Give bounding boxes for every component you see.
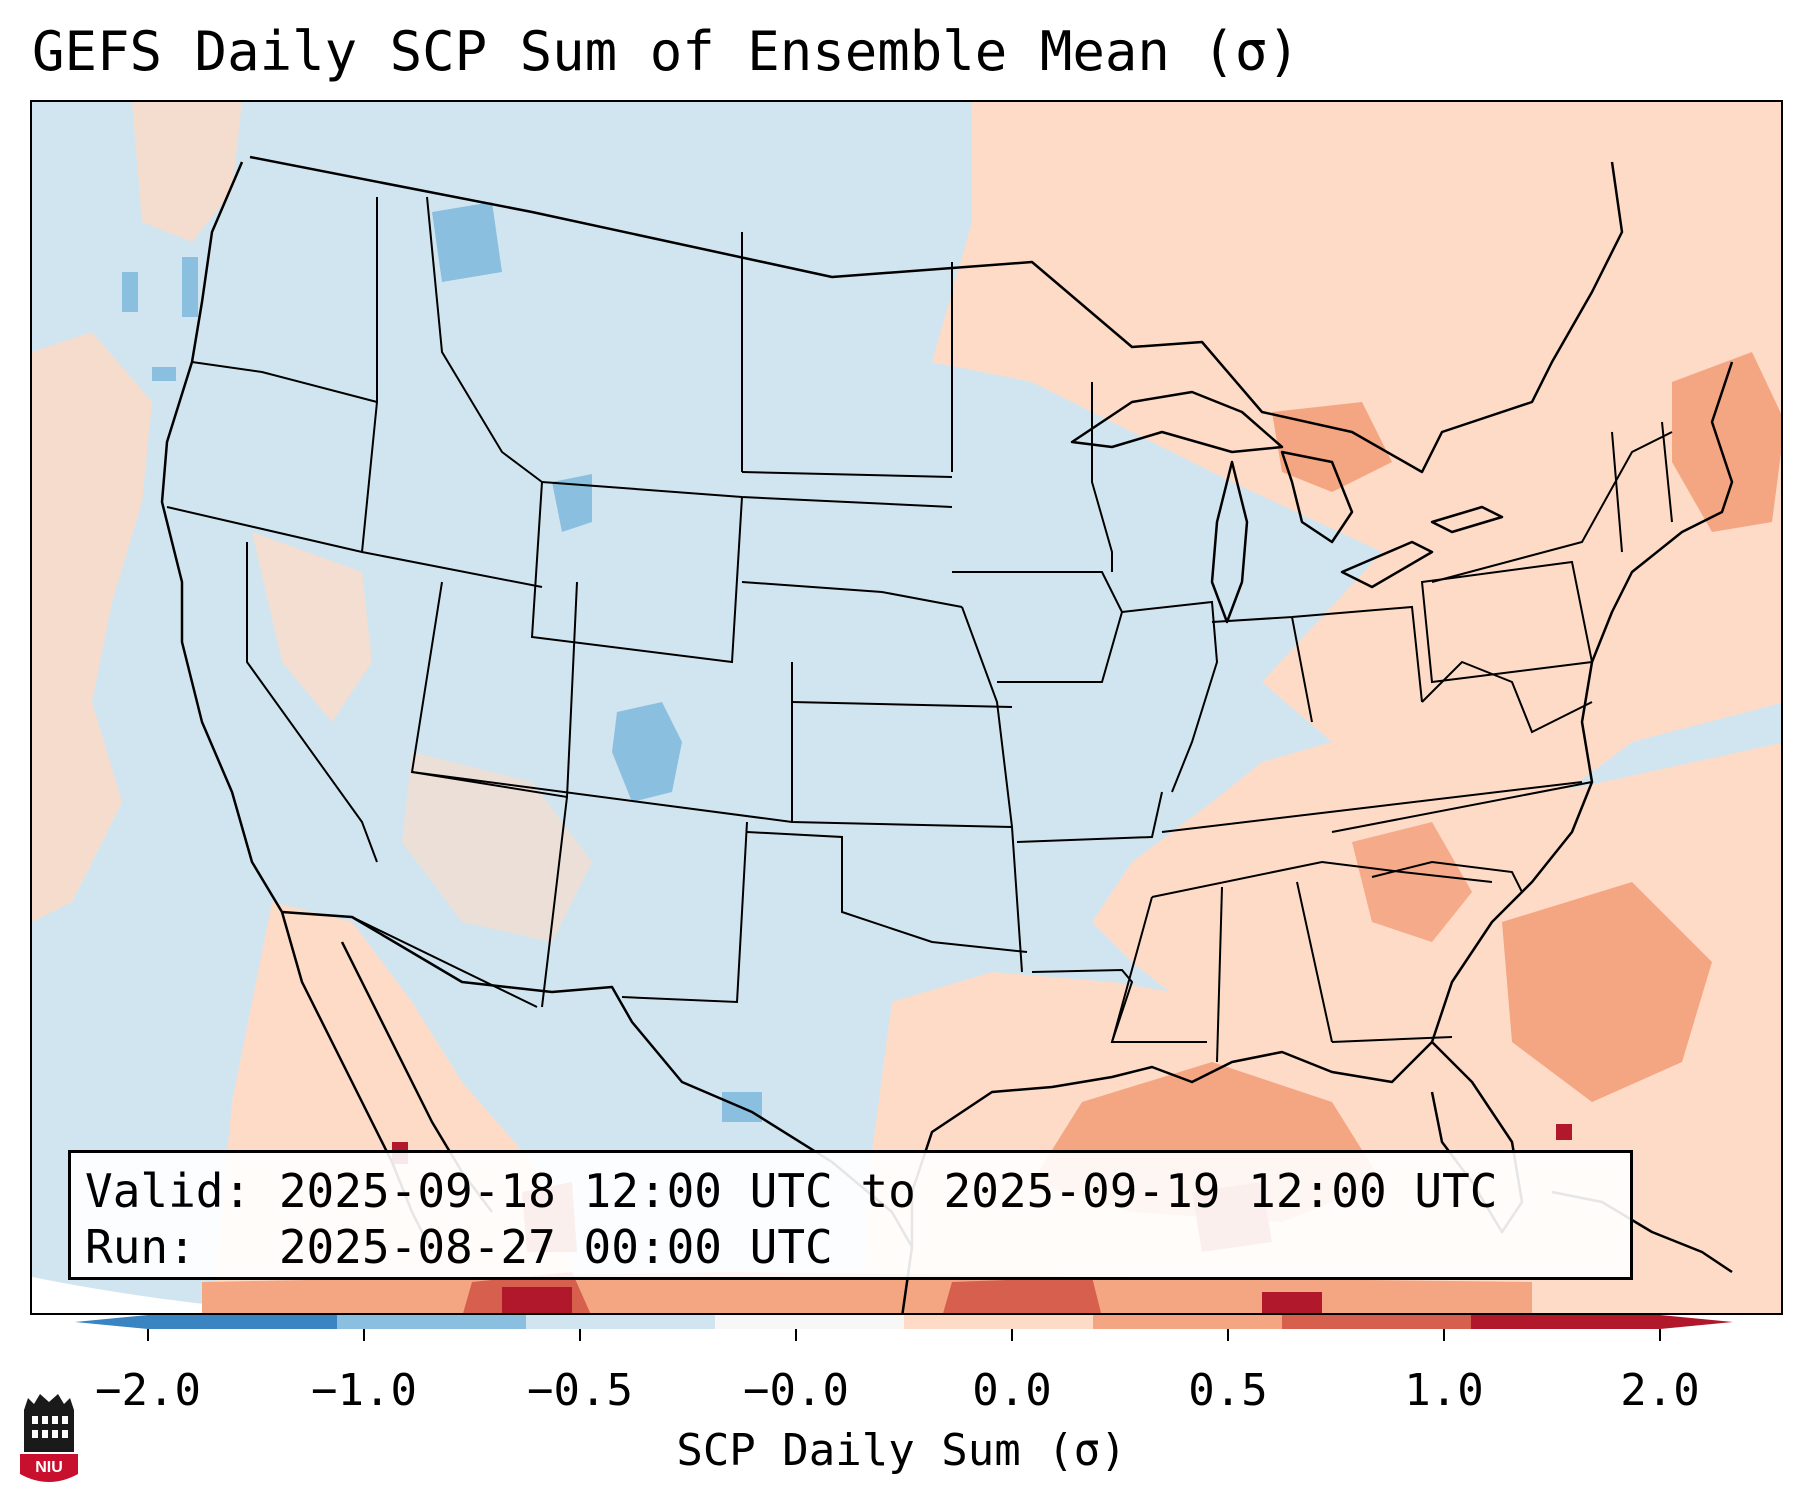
- validity-info-box: Valid: 2025-09-18 12:00 UTC to 2025-09-1…: [68, 1150, 1633, 1280]
- anomaly-nw-coast: [132, 102, 242, 242]
- state-line-sc-nc: [1371, 860, 1523, 893]
- state-line-wy: [530, 481, 743, 664]
- state-line-ks-ok: [746, 701, 1028, 953]
- west-coast: [160, 161, 284, 913]
- state-line-ks-mo: [961, 606, 1023, 973]
- colorbar-segment: [904, 1315, 1094, 1329]
- state-lines-layer: [166, 196, 1673, 1063]
- state-line-ca-nv: [246, 542, 378, 863]
- colorbar-segment: [337, 1315, 527, 1329]
- anomaly-darkred-3: [1262, 1292, 1322, 1313]
- anomaly-new-england: [1672, 352, 1781, 532]
- colorbar-tick-label: 0.5: [1188, 1365, 1268, 1416]
- anomaly-shading: [32, 102, 1781, 1313]
- state-line-mn-wi: [1091, 382, 1113, 572]
- anomaly-darkred-4: [502, 1287, 572, 1313]
- state-line-nd-sd: [741, 471, 953, 478]
- state-line-id-west: [361, 197, 378, 553]
- anomaly-nevada: [252, 532, 372, 722]
- colorbar-tick-label: −2.0: [95, 1365, 201, 1416]
- colorbar-tick-label: 0.0: [972, 1365, 1052, 1416]
- colorbar-tick-label: 1.0: [1404, 1365, 1484, 1416]
- anomaly-georgia: [1352, 822, 1472, 942]
- state-line-az-nm: [351, 916, 538, 1008]
- colorbar: [75, 1315, 1733, 1341]
- state-line-ga-fl: [1331, 1036, 1453, 1043]
- anomaly-blue-wyoming: [552, 474, 592, 532]
- colorbar-segment: [1471, 1315, 1661, 1329]
- niu-logo-text: NIU: [35, 1459, 63, 1476]
- anomaly-blue-pacific-2: [122, 272, 138, 312]
- colorbar-segment: [1093, 1315, 1283, 1329]
- lake-superior: [1070, 390, 1284, 454]
- colorbar-segment: [715, 1315, 905, 1329]
- lake-huron: [1280, 450, 1354, 544]
- state-line-tn-south: [1151, 860, 1493, 898]
- state-line-wv-va: [1421, 660, 1593, 734]
- colorbar-tick-label: −1.0: [311, 1365, 417, 1416]
- anomaly-atlantic-strong: [1502, 882, 1712, 1102]
- anomaly-sw-desert: [402, 752, 592, 942]
- state-line-tn-ky: [1161, 781, 1583, 833]
- valid-time-text: Valid: 2025-09-18 12:00 UTC to 2025-09-1…: [85, 1164, 1498, 1218]
- niu-logo: NIU: [20, 1390, 78, 1486]
- anomaly-northeast: [932, 102, 1781, 862]
- state-line-sd-ne: [741, 581, 963, 608]
- projection-edge: [32, 1277, 306, 1313]
- state-line-ar-la: [1031, 968, 1207, 1043]
- state-line-ms-al: [1111, 881, 1333, 1063]
- state-line-in-oh: [1211, 605, 1423, 723]
- colorbar-ticks: [147, 1329, 1661, 1341]
- anomaly-pacific: [32, 332, 152, 922]
- colorbar-segments: [148, 1315, 1661, 1329]
- state-line-va-nc: [1331, 781, 1593, 833]
- state-line-new-england: [1611, 421, 1673, 553]
- colorbar-extend-low: [75, 1315, 148, 1329]
- map-canvas: [32, 102, 1781, 1313]
- colorbar-tick-label: −0.0: [743, 1365, 849, 1416]
- lake-erie: [1340, 540, 1434, 589]
- us-canada-border: [249, 155, 1624, 474]
- run-time-text: Run: 2025-08-27 00:00 UTC: [85, 1220, 833, 1274]
- niu-logo-icon: NIU: [20, 1394, 78, 1482]
- state-line-wa-or: [191, 361, 378, 403]
- anomaly-darkred-2: [1556, 1124, 1572, 1140]
- texas-gulf-coast: [910, 1041, 1433, 1247]
- colorbar-label: SCP Daily Sum (σ): [676, 1425, 1127, 1476]
- map-panel: [30, 100, 1783, 1315]
- colorbar-segment: [1282, 1315, 1472, 1329]
- map-title: GEFS Daily SCP Sum of Ensemble Mean (σ): [32, 20, 1300, 83]
- colorbar-tick-label: −0.5: [527, 1365, 633, 1416]
- state-line-pa: [1420, 560, 1594, 684]
- lake-ontario: [1430, 505, 1504, 534]
- state-line-ny: [1431, 431, 1673, 583]
- state-line-mo-ar: [1016, 791, 1163, 843]
- anomaly-red-gulf: [943, 1277, 1101, 1313]
- state-line-id-mt: [426, 196, 543, 483]
- anomaly-blue-pacific-3: [152, 367, 176, 381]
- colorbar-segment: [526, 1315, 716, 1329]
- state-line-nm-tx: [621, 821, 748, 1004]
- colorbar-segment: [148, 1315, 338, 1329]
- anomaly-great-lakes: [1272, 402, 1392, 492]
- colorbar-extend-high: [1660, 1315, 1733, 1329]
- state-line-ut-co-az-nm: [410, 581, 578, 799]
- anomaly-blue-colorado: [612, 702, 682, 802]
- colorbar-tick-label: 2.0: [1620, 1365, 1700, 1416]
- anomaly-blue-idaho: [432, 202, 502, 282]
- anomaly-blue-pacific-1: [182, 257, 198, 317]
- state-line-il: [1121, 600, 1219, 793]
